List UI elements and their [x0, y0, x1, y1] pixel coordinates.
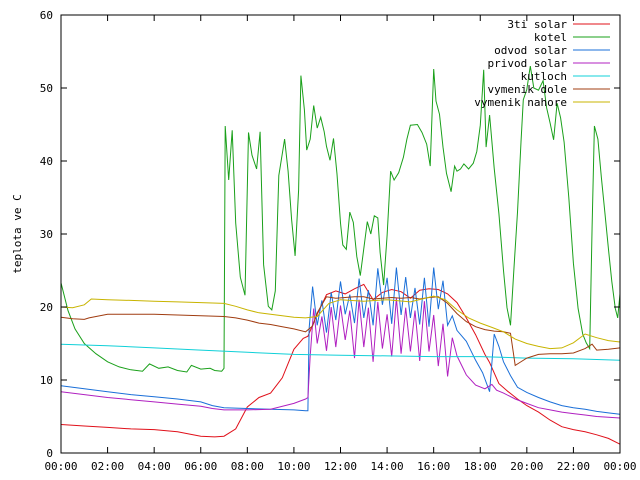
series-line-0 [60, 283, 621, 445]
ticks-layer: 00:00 02:00 04:00 06:00 08:00 10:00 12:00 14:00… [40, 9, 637, 473]
legend-label: kotel [534, 31, 567, 44]
x-tick-label: 12:00 [324, 460, 357, 473]
x-tick-label: 10:00 [277, 460, 310, 473]
y-tick-label: 20 [40, 301, 53, 314]
series-line-5 [60, 296, 621, 367]
series-line-4 [60, 343, 621, 361]
x-tick-label: 00:00 [603, 460, 636, 473]
x-tick-label: 18:00 [464, 460, 497, 473]
legend-label: vymenik nahore [474, 96, 567, 109]
series-line-6 [60, 295, 621, 350]
legend-label: odvod solar [494, 44, 567, 57]
legend-label: kutloch [521, 70, 567, 83]
x-tick-label: 14:00 [371, 460, 404, 473]
legend-label: 3ti solar [507, 18, 567, 31]
series-line-1 [60, 66, 621, 373]
legend-label: vymenik dole [488, 83, 567, 96]
y-tick-label: 60 [40, 9, 53, 22]
y-tick-label: 40 [40, 155, 53, 168]
y-tick-label: 30 [40, 228, 53, 241]
x-tick-label: 22:00 [557, 460, 590, 473]
x-tick-label: 02:00 [91, 460, 124, 473]
y-tick-label: 0 [46, 447, 53, 460]
y-axis-label: teplota ve C [11, 194, 24, 273]
y-tick-label: 50 [40, 82, 53, 95]
x-tick-label: 20:00 [510, 460, 543, 473]
x-tick-label: 04:00 [138, 460, 171, 473]
legend-label: privod solar [488, 57, 568, 70]
x-tick-label: 08:00 [231, 460, 264, 473]
y-tick-label: 10 [40, 374, 53, 387]
x-tick-label: 16:00 [417, 460, 450, 473]
x-tick-label: 06:00 [184, 460, 217, 473]
series-line-3 [60, 298, 621, 419]
x-tick-label: 00:00 [44, 460, 77, 473]
series-line-2 [60, 267, 621, 415]
series-layer [60, 66, 621, 445]
